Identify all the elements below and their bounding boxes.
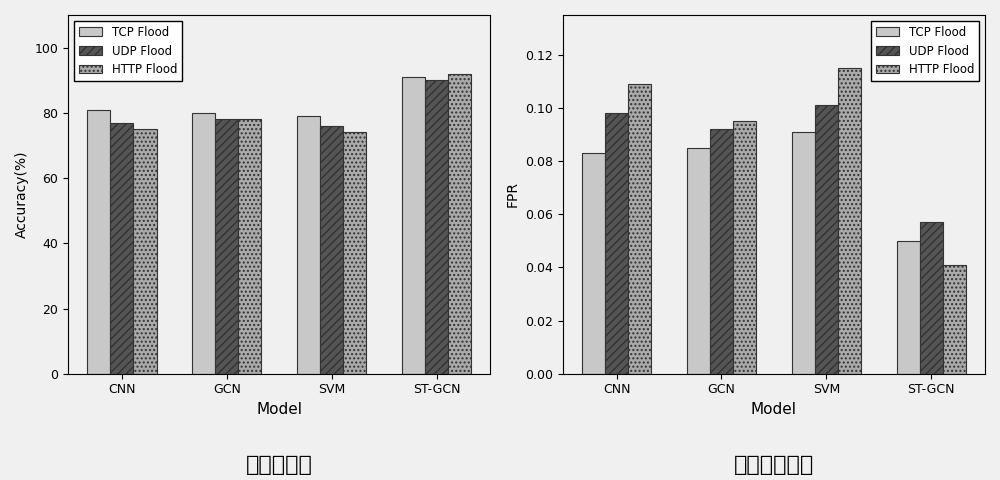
Bar bbox=[238, 120, 261, 374]
Bar bbox=[687, 148, 710, 374]
Bar bbox=[425, 80, 448, 374]
Bar bbox=[733, 121, 756, 374]
Bar bbox=[133, 129, 157, 374]
Bar bbox=[897, 241, 920, 374]
X-axis label: Model: Model bbox=[256, 402, 302, 417]
Bar bbox=[920, 222, 943, 374]
Bar bbox=[605, 113, 628, 374]
Bar bbox=[792, 132, 815, 374]
Bar bbox=[710, 129, 733, 374]
Bar bbox=[320, 126, 343, 374]
Bar bbox=[402, 77, 425, 374]
Bar bbox=[87, 109, 110, 374]
Legend: TCP Flood, UDP Flood, HTTP Flood: TCP Flood, UDP Flood, HTTP Flood bbox=[74, 21, 182, 81]
Bar bbox=[815, 105, 838, 374]
Text: 检测准确率: 检测准确率 bbox=[246, 455, 313, 475]
Bar bbox=[192, 113, 215, 374]
Bar bbox=[297, 116, 320, 374]
Bar bbox=[343, 132, 366, 374]
Bar bbox=[628, 84, 651, 374]
Bar bbox=[582, 153, 605, 374]
X-axis label: Model: Model bbox=[751, 402, 797, 417]
Y-axis label: Accuracy(%): Accuracy(%) bbox=[15, 151, 29, 238]
Y-axis label: FPR: FPR bbox=[505, 181, 519, 207]
Bar bbox=[110, 122, 133, 374]
Legend: TCP Flood, UDP Flood, HTTP Flood: TCP Flood, UDP Flood, HTTP Flood bbox=[871, 21, 979, 81]
Bar bbox=[838, 68, 861, 374]
Bar bbox=[448, 74, 471, 374]
Bar bbox=[215, 120, 238, 374]
Text: 检测假正例率: 检测假正例率 bbox=[734, 455, 814, 475]
Bar bbox=[943, 265, 966, 374]
